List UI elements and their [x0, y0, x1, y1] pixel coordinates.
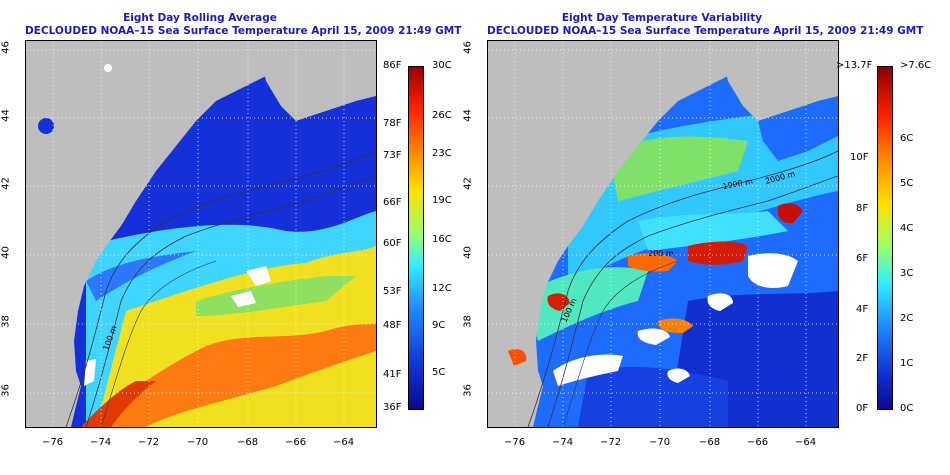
right-cb-c-2: 5C [900, 178, 914, 189]
left-xtick-76: −76 [42, 437, 64, 448]
right-cb-f-1: 10F [850, 152, 869, 163]
left-map-title: Eight Day Rolling Average DECLOUDED NOAA… [25, 12, 462, 38]
right-map-svg: 100 m 1000 m 2000 m 200 m [488, 41, 838, 427]
left-ytick-38: 38 [0, 315, 12, 328]
right-cb-f-3: 6F [856, 253, 869, 264]
left-xtick-64: −64 [333, 437, 355, 448]
left-cb-f-8: 36F [383, 402, 402, 413]
right-title-line1: Eight Day Temperature Variability [561, 12, 763, 24]
right-ytick-38: 38 [462, 315, 474, 328]
left-xtick-70: −70 [187, 437, 209, 448]
right-cb-f-6: 0F [856, 403, 869, 414]
left-cb-c-1: 26C [432, 110, 452, 121]
right-cb-c-4: 3C [900, 268, 914, 279]
left-title-line2: DECLOUDED NOAA–15 Sea Surface Temperatur… [25, 25, 462, 37]
left-cb-c-4: 16C [432, 234, 452, 245]
right-cb-c-5: 2C [900, 313, 914, 324]
right-xtick-76: −76 [504, 437, 526, 448]
left-ytick-46: 46 [0, 41, 12, 54]
left-cb-c-7: 5C [432, 367, 446, 378]
left-colorbar [408, 66, 424, 410]
right-ytick-46: 46 [462, 41, 474, 54]
right-xtick-66: −66 [747, 437, 769, 448]
left-cb-f-3: 66F [383, 197, 402, 208]
right-ytick-44: 44 [462, 109, 474, 122]
right-xtick-74: −74 [552, 437, 574, 448]
left-cb-f-4: 60F [383, 238, 402, 249]
right-ytick-42: 42 [462, 177, 474, 190]
left-cb-c-5: 12C [432, 283, 452, 294]
right-cb-f-5: 2F [856, 353, 869, 364]
right-cb-c-6: 1C [900, 358, 914, 369]
right-cb-c-1: 6C [900, 133, 914, 144]
left-cb-f-0: 86F [383, 60, 402, 71]
right-title-line2: DECLOUDED NOAA–15 Sea Surface Temperatur… [487, 25, 924, 37]
left-xtick-72: −72 [138, 437, 160, 448]
right-cb-c-7: 0C [900, 403, 914, 414]
right-colorbar [877, 66, 893, 410]
right-xtick-72: −72 [600, 437, 622, 448]
left-cb-c-0: 30C [432, 60, 452, 71]
left-cb-c-3: 19C [432, 195, 452, 206]
left-ytick-40: 40 [0, 246, 12, 259]
left-cb-f-2: 73F [383, 150, 402, 161]
left-cb-c-2: 23C [432, 148, 452, 159]
left-ytick-36: 36 [0, 384, 12, 397]
right-xtick-70: −70 [649, 437, 671, 448]
right-xtick-68: −68 [699, 437, 721, 448]
left-cb-f-7: 41F [383, 369, 402, 380]
left-cb-f-5: 53F [383, 286, 402, 297]
right-ytick-36: 36 [462, 384, 474, 397]
right-cb-f-4: 4F [856, 304, 869, 315]
right-cb-c-0: >7.6C [900, 60, 932, 71]
left-xtick-74: −74 [90, 437, 112, 448]
left-ytick-42: 42 [0, 177, 12, 190]
right-variability-map: 100 m 1000 m 2000 m 200 m [487, 40, 839, 428]
left-cb-f-1: 78F [383, 118, 402, 129]
right-xtick-64: −64 [795, 437, 817, 448]
right-ytick-40: 40 [462, 246, 474, 259]
left-title-line1: Eight Day Rolling Average [123, 12, 277, 24]
right-contour-label-200: 200 m [648, 249, 674, 258]
right-cb-f-0: >13.7F [836, 60, 873, 71]
left-cb-f-6: 48F [383, 320, 402, 331]
left-map-svg: 100 m [26, 41, 376, 427]
left-sst-map: 100 m [25, 40, 377, 428]
right-cb-f-2: 8F [856, 203, 869, 214]
right-cb-c-3: 4C [900, 223, 914, 234]
left-xtick-66: −66 [285, 437, 307, 448]
left-ytick-44: 44 [0, 109, 12, 122]
left-xtick-68: −68 [237, 437, 259, 448]
right-map-title: Eight Day Temperature Variability DECLOU… [487, 12, 924, 38]
left-cb-c-6: 9C [432, 320, 446, 331]
